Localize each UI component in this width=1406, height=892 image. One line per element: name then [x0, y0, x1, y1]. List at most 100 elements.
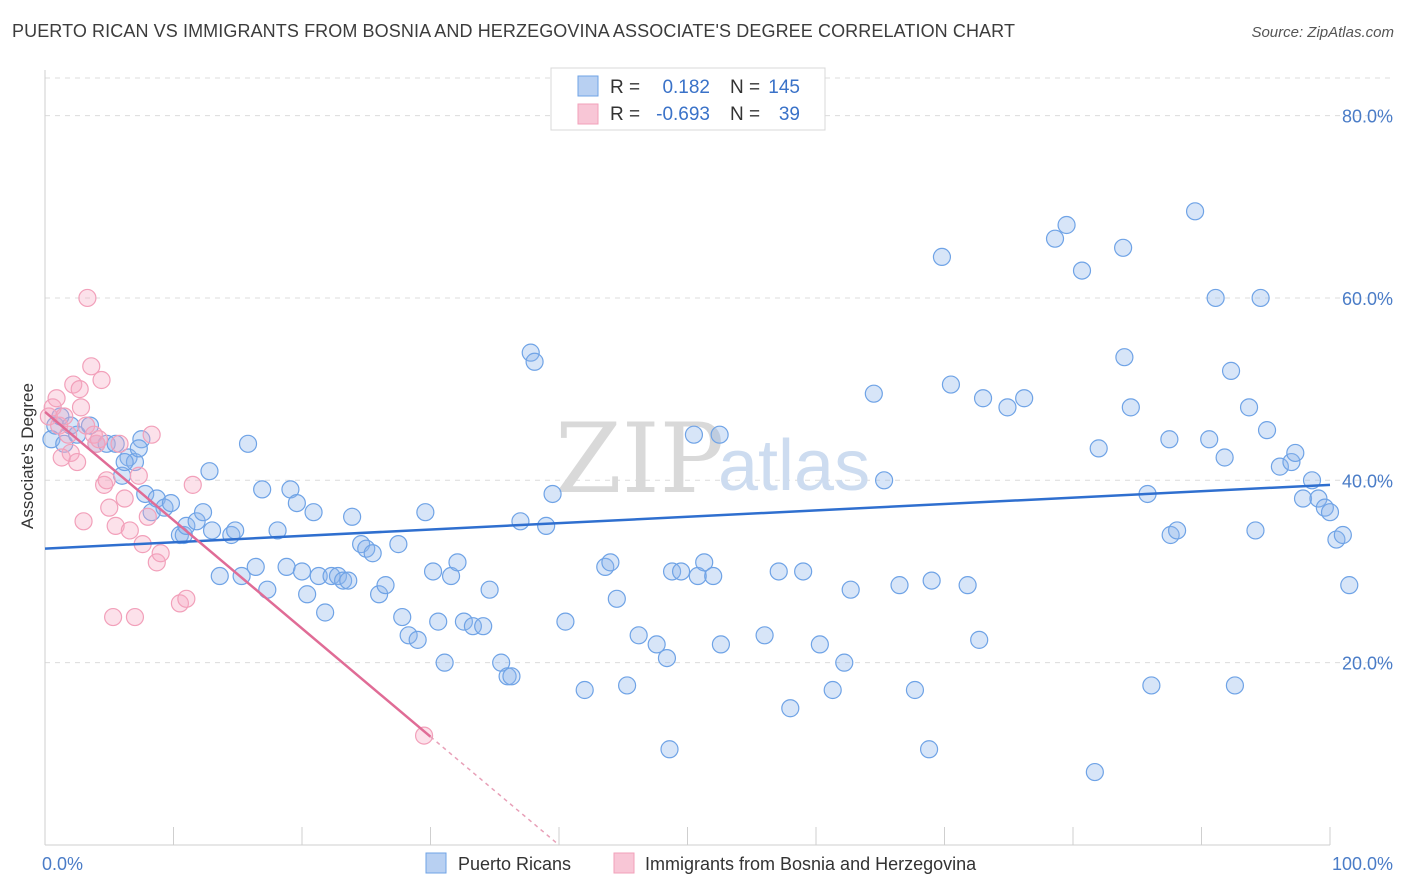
- data-point-puerto-ricans: [543, 484, 562, 504]
- y-tick-label: 40.0%: [1342, 471, 1393, 491]
- data-point-puerto-ricans: [416, 503, 435, 522]
- legend-n-value: 39: [779, 104, 800, 125]
- data-point-puerto-ricans: [864, 384, 883, 403]
- data-point-bosnia: [47, 389, 66, 408]
- data-point-puerto-ricans: [607, 589, 626, 608]
- data-point-puerto-ricans: [389, 535, 408, 554]
- data-point-puerto-ricans: [905, 680, 925, 700]
- data-point-puerto-ricans: [161, 493, 181, 513]
- data-point-bosnia: [142, 425, 161, 444]
- x-tick-labels: 0.0% 100.0%: [42, 854, 1393, 874]
- data-point-puerto-ricans: [941, 375, 961, 394]
- data-point-puerto-ricans: [1057, 215, 1076, 235]
- series-legend: Puerto Ricans Immigrants from Bosnia and…: [425, 852, 977, 874]
- watermark-zip: ZIP: [555, 403, 724, 515]
- data-point-puerto-ricans: [835, 653, 854, 672]
- legend-swatch-pink: [577, 103, 599, 125]
- data-point-puerto-ricans: [521, 343, 540, 362]
- data-point-puerto-ricans: [129, 439, 148, 458]
- data-point-puerto-ricans: [1160, 430, 1179, 449]
- data-point-puerto-ricans: [429, 612, 448, 631]
- data-point-puerto-ricans: [1340, 576, 1359, 595]
- data-point-puerto-ricans: [1215, 448, 1234, 467]
- data-point-puerto-ricans: [115, 452, 134, 472]
- data-point-puerto-ricans: [1089, 439, 1108, 458]
- data-point-bosnia: [104, 607, 123, 627]
- data-point-puerto-ricans: [1015, 389, 1034, 408]
- data-point-puerto-ricans: [1225, 676, 1245, 695]
- data-point-puerto-ricans: [292, 562, 312, 581]
- data-point-puerto-ricans: [932, 247, 952, 267]
- legend-r-value: -0.693: [656, 104, 710, 125]
- y-tick-label: 60.0%: [1342, 289, 1393, 309]
- data-point-puerto-ricans: [474, 617, 493, 636]
- data-point-puerto-ricans: [200, 462, 219, 481]
- data-point-puerto-ricans: [136, 484, 155, 504]
- data-point-puerto-ricans: [1185, 202, 1205, 221]
- data-point-bosnia: [77, 416, 96, 435]
- axes: [44, 70, 1331, 846]
- data-point-puerto-ricans: [511, 512, 530, 531]
- data-point-puerto-ricans: [80, 416, 100, 435]
- data-point-puerto-ricans: [1206, 288, 1225, 308]
- data-point-bosnia: [74, 512, 93, 531]
- data-point-puerto-ricans: [958, 576, 977, 595]
- data-point-puerto-ricans: [277, 557, 296, 577]
- data-point-bosnia: [89, 430, 109, 449]
- trend-lines: [44, 410, 1331, 846]
- data-point-puerto-ricans: [755, 626, 774, 645]
- data-point-puerto-ricans: [657, 648, 677, 668]
- data-point-puerto-ricans: [695, 553, 714, 572]
- data-point-puerto-ricans: [343, 507, 362, 526]
- legend-r-label: R =: [610, 77, 640, 98]
- data-point-puerto-ricans: [253, 480, 272, 499]
- data-point-bosnia: [125, 607, 145, 627]
- legend-r-value: 0.182: [662, 77, 710, 98]
- data-point-puerto-ricans: [435, 653, 454, 672]
- data-point-bosnia: [147, 553, 166, 572]
- data-point-bosnia: [151, 544, 170, 563]
- data-point-puerto-ricans: [1282, 452, 1301, 472]
- data-point-bosnia: [100, 498, 119, 517]
- data-point-puerto-ricans: [55, 434, 74, 453]
- data-point-bosnia: [115, 489, 134, 508]
- data-point-puerto-ricans: [1293, 489, 1313, 508]
- data-point-puerto-ricans: [710, 425, 729, 444]
- legend-r-label: R =: [610, 104, 640, 125]
- data-point-puerto-ricans: [193, 503, 213, 522]
- data-point-puerto-ricans: [1239, 398, 1259, 417]
- data-point-puerto-ricans: [238, 434, 258, 453]
- data-point-puerto-ricans: [537, 516, 556, 535]
- trend-line-puerto-ricans: [44, 483, 1331, 550]
- data-point-bosnia: [97, 471, 116, 490]
- chart-title: PUERTO RICAN VS IMMIGRANTS FROM BOSNIA A…: [12, 21, 1016, 41]
- data-point-puerto-ricans: [106, 434, 125, 453]
- data-point-puerto-ricans: [704, 566, 723, 586]
- data-point-puerto-ricans: [309, 566, 328, 586]
- data-point-bosnia: [78, 288, 97, 308]
- data-point-puerto-ricans: [575, 680, 594, 700]
- data-point-puerto-ricans: [794, 562, 813, 581]
- data-point-bosnia: [68, 452, 87, 472]
- data-point-bosnia: [129, 466, 148, 485]
- data-point-bosnia: [138, 507, 157, 526]
- data-point-puerto-ricans: [1320, 503, 1340, 522]
- data-point-puerto-ricans: [671, 562, 691, 581]
- data-point-puerto-ricans: [498, 667, 517, 686]
- data-point-puerto-ricans: [1246, 521, 1265, 540]
- data-point-puerto-ricans: [125, 452, 145, 472]
- data-point-puerto-ricans: [660, 740, 679, 759]
- data-point-puerto-ricans: [1200, 430, 1219, 449]
- data-point-puerto-ricans: [1167, 521, 1187, 540]
- data-point-puerto-ricans: [1257, 421, 1277, 440]
- data-point-puerto-ricans: [1251, 288, 1270, 308]
- legend-n-value: 145: [768, 77, 800, 98]
- data-point-puerto-ricans: [1142, 676, 1161, 695]
- data-point-puerto-ricans: [922, 571, 941, 590]
- data-point-puerto-ricans: [1221, 361, 1241, 380]
- data-point-puerto-ricans: [647, 635, 666, 654]
- trend-line-bosnia-extension: [430, 736, 560, 846]
- data-point-puerto-ricans: [973, 389, 993, 408]
- data-point-puerto-ricans: [684, 425, 704, 444]
- data-point-puerto-ricans: [463, 617, 483, 636]
